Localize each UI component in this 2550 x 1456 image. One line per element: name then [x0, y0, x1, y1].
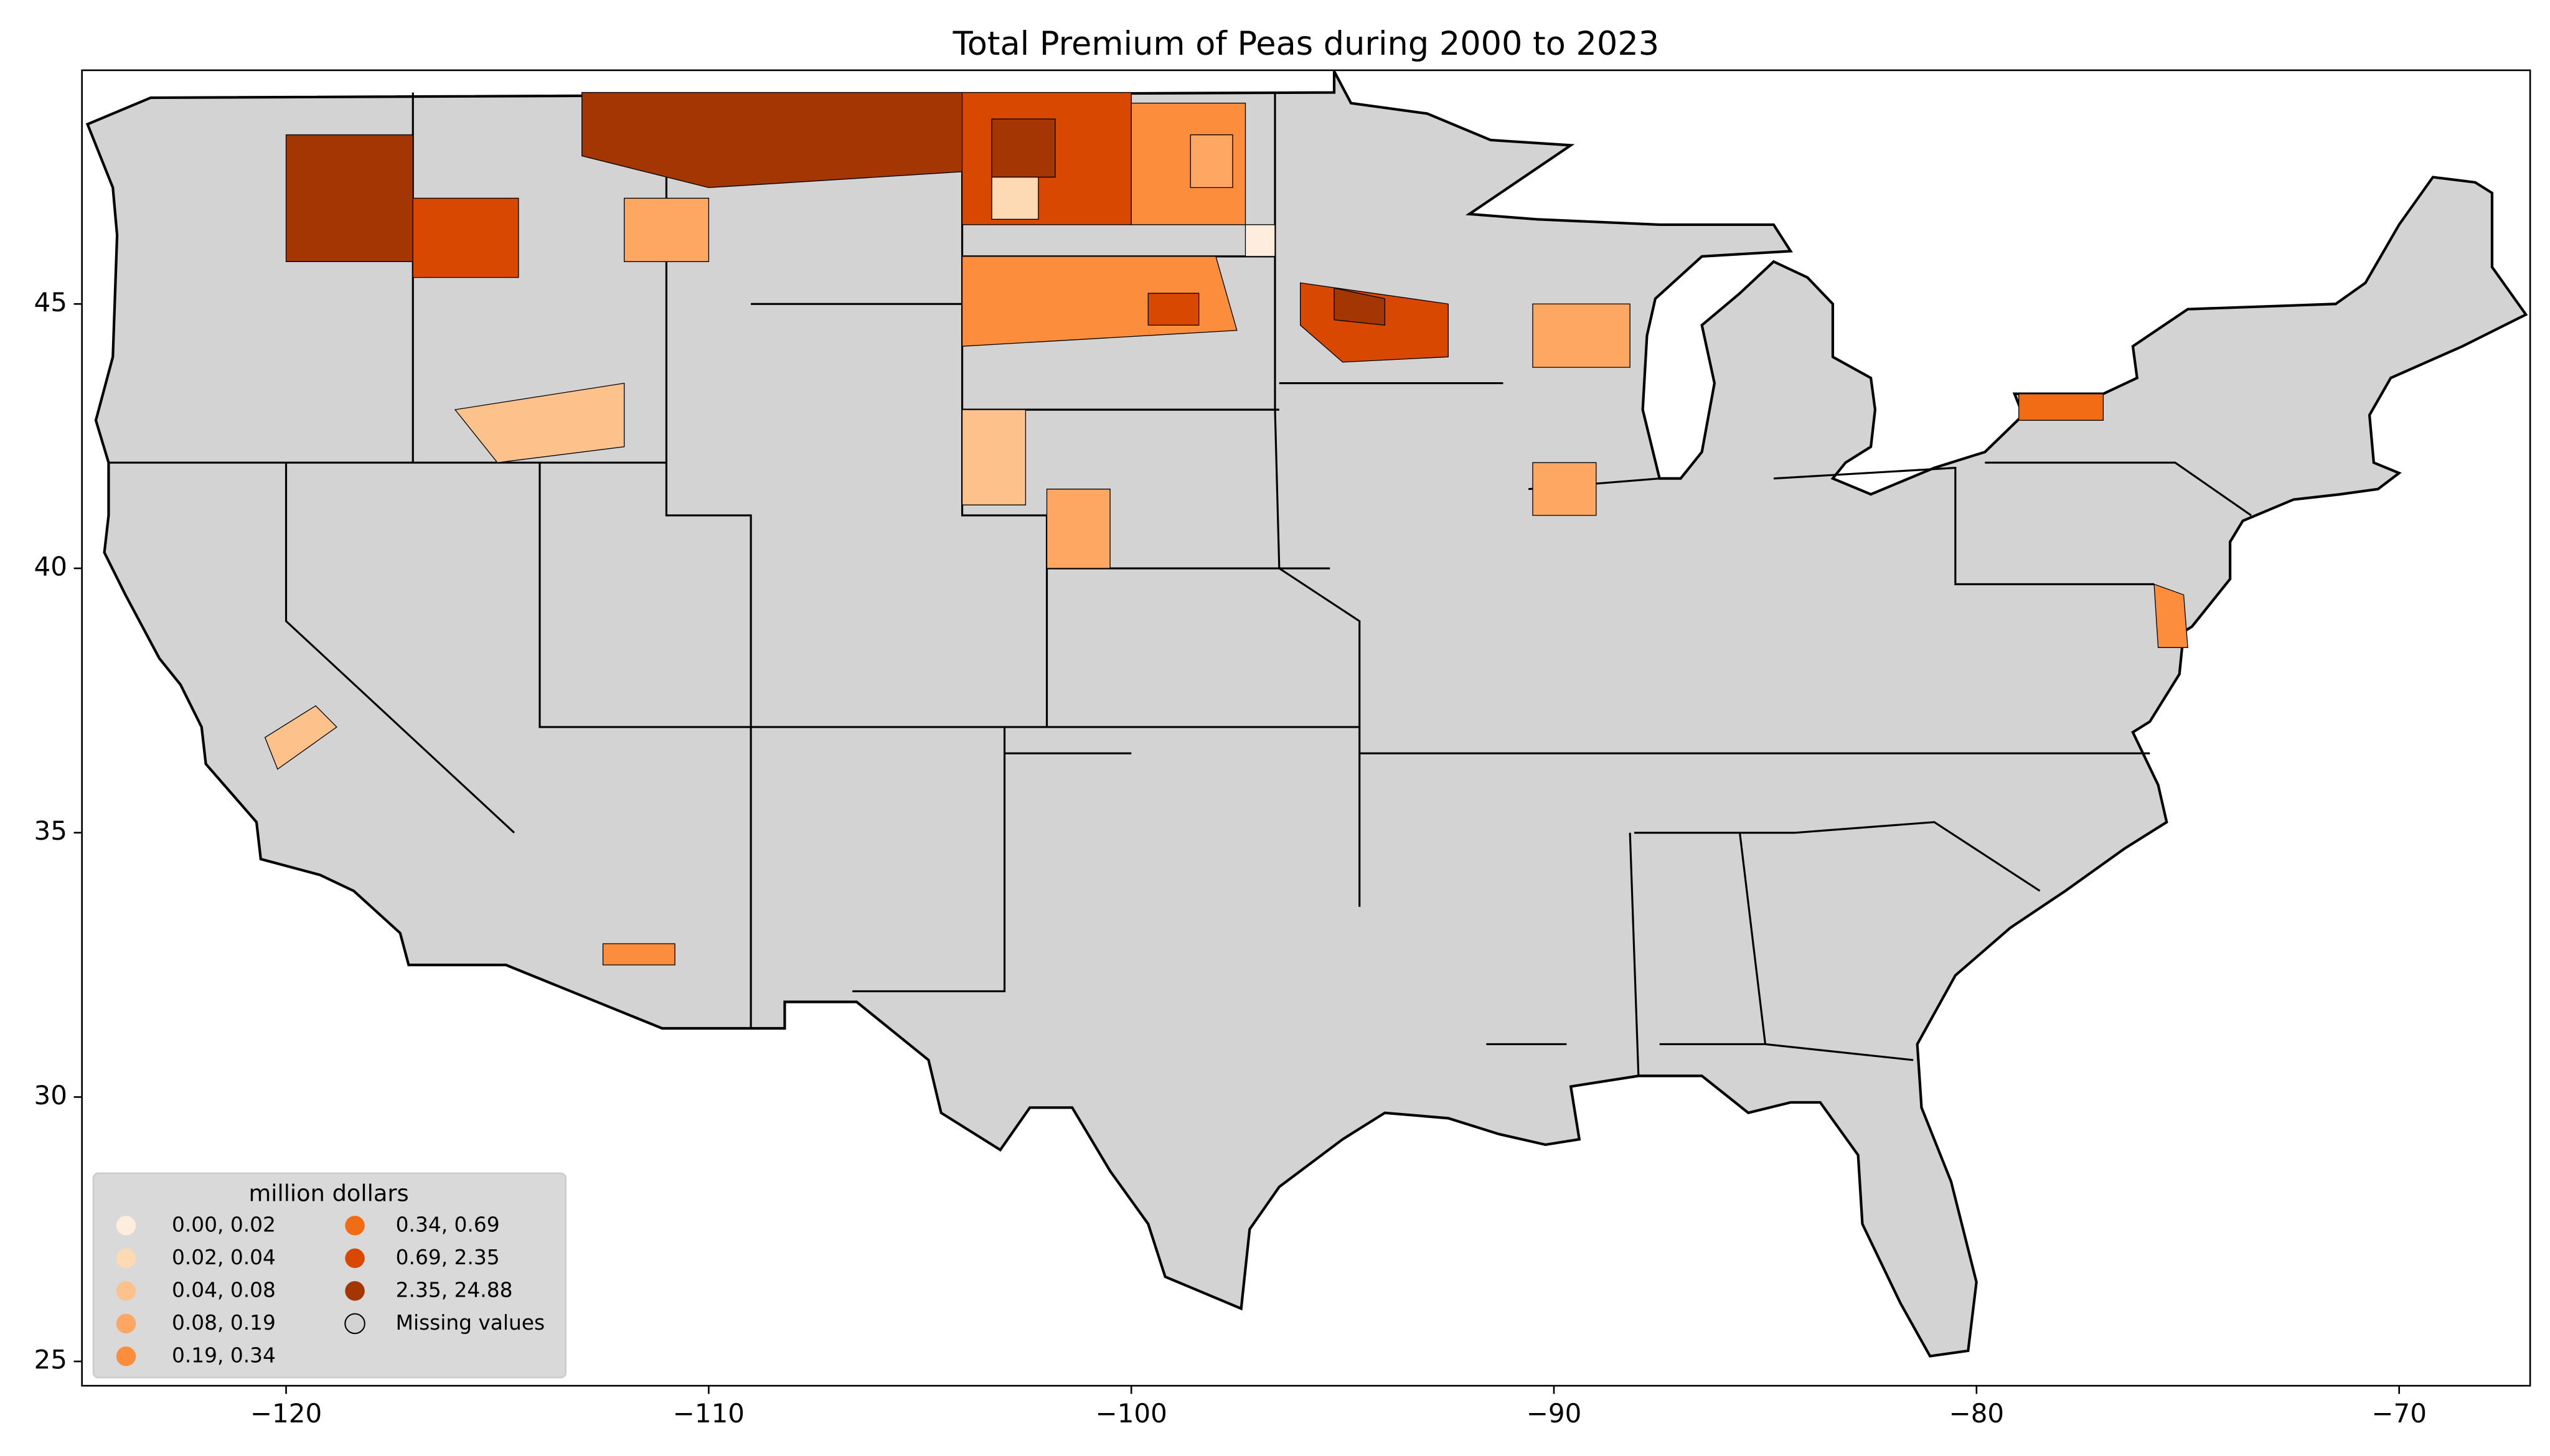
chart-title: Total Premium of Peas during 2000 to 202…: [953, 25, 1660, 63]
x-tick-label: −90: [1527, 1398, 1582, 1429]
county-region: [1244, 224, 1276, 257]
legend-box: [92, 1172, 567, 1379]
county-region: [454, 382, 625, 463]
legend-marker: [116, 1313, 136, 1334]
legend-label: 0.02, 0.04: [172, 1246, 276, 1269]
state-boundary: [1629, 832, 1640, 1076]
county-region: [1334, 288, 1386, 326]
legend-marker: [116, 1281, 136, 1301]
y-tick-label: 35: [34, 815, 67, 846]
county-region: [1532, 462, 1597, 516]
y-tick-label: 45: [34, 287, 67, 317]
state-boundary: [285, 463, 515, 834]
legend-marker: [116, 1346, 136, 1366]
state-boundary: [1659, 1043, 1914, 1061]
county-region: [1046, 489, 1111, 569]
county-region: [1532, 303, 1630, 368]
legend-marker: [345, 1216, 365, 1236]
county-region: [961, 409, 1027, 505]
legend-label: 0.08, 0.19: [172, 1311, 276, 1335]
legend-marker: [345, 1248, 365, 1269]
state-boundary: [665, 92, 752, 1029]
map-layer: [85, 70, 2528, 1358]
state-boundary: [1773, 466, 2155, 586]
county-region: [1147, 293, 1200, 326]
legend-label: Missing values: [396, 1311, 545, 1335]
county-region: [624, 197, 710, 262]
y-tick-label: 25: [34, 1345, 67, 1375]
x-tick-label: −80: [1949, 1398, 2005, 1429]
x-tick-label: −70: [2371, 1398, 2427, 1429]
county-region: [264, 705, 337, 770]
x-tick-label: −120: [250, 1398, 322, 1429]
legend-marker: [116, 1216, 136, 1236]
y-tick-label: 40: [34, 551, 67, 581]
legend-title: million dollars: [248, 1180, 408, 1206]
county-region: [1190, 134, 1233, 189]
x-tick-label: −100: [1096, 1398, 1167, 1429]
state-boundary: [539, 463, 1047, 728]
county-region: [2018, 393, 2104, 421]
legend-label: 0.00, 0.02: [172, 1213, 276, 1236]
x-tick-label: −110: [673, 1398, 745, 1429]
county-region: [602, 943, 675, 965]
legend-marker: [345, 1281, 365, 1301]
legend-label: 0.19, 0.34: [172, 1343, 276, 1367]
legend-marker: [116, 1248, 136, 1269]
county-region: [2153, 583, 2188, 648]
plot-frame: [81, 69, 2531, 1387]
legend-label: 0.04, 0.08: [172, 1278, 276, 1302]
y-tick-label: 30: [34, 1080, 67, 1111]
county-region: [991, 118, 1056, 178]
state-boundary: [1739, 832, 1767, 1045]
legend-label: 0.69, 2.35: [396, 1246, 500, 1269]
state-boundary: [1634, 821, 2041, 892]
legend: million dollars 0.00, 0.02 0.02, 0.04 0.04,…: [92, 1172, 567, 1379]
county-region: [412, 197, 519, 278]
legend-label: 0.34, 0.69: [396, 1213, 500, 1236]
legend-marker: [344, 1313, 365, 1335]
county-region: [285, 134, 413, 262]
state-boundary: [1985, 461, 2252, 517]
county-region: [991, 176, 1039, 220]
state-boundary: [1274, 92, 1361, 907]
state-boundary: [852, 726, 1006, 992]
legend-label: 2.35, 24.88: [396, 1278, 513, 1302]
us-outline: [85, 70, 2528, 1358]
